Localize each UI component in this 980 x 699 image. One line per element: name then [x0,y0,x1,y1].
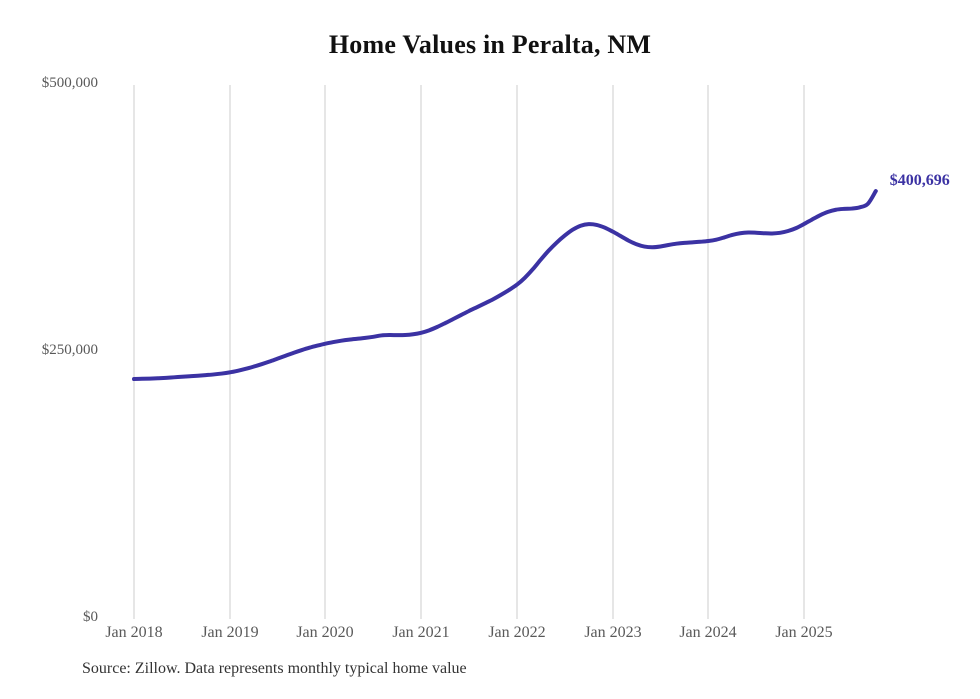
y-axis-tick-label: $250,000 [41,342,98,358]
x-axis-tick-label: Jan 2022 [488,624,546,641]
series-line-typical-home-value [132,189,878,382]
x-axis-tick-label: Jan 2021 [392,624,450,641]
x-axis-tick-label: Jan 2023 [584,624,642,641]
y-axis-tick-label: $500,000 [41,75,98,91]
x-axis-tick-label: Jan 2019 [201,624,259,641]
gridlines [133,85,805,619]
x-axis-tick-label: Jan 2025 [775,624,833,641]
x-axis-tick-label: Jan 2024 [679,624,737,641]
series-line-group [132,189,878,382]
chart-title: Home Values in Peralta, NM [328,30,652,59]
source-note: Source: Zillow. Data represents monthly … [82,660,467,677]
x-axis-tick-label: Jan 2018 [105,624,163,641]
end-value-label: $400,696 [889,172,950,190]
y-axis-tick-label: $0 [83,609,98,625]
x-axis-tick-label: Jan 2020 [296,624,354,641]
